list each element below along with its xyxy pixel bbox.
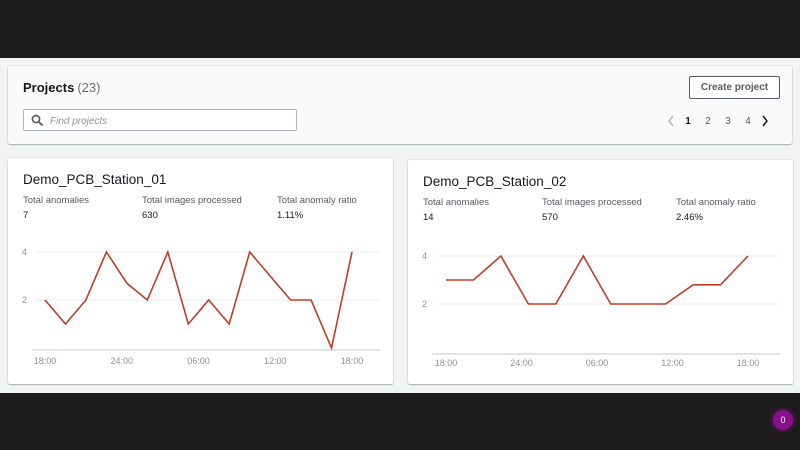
metric-value: 570 [542,212,558,223]
y-tick-label: 4 [22,247,27,257]
metric-anomaly-ratio: Total anomaly ratio 1.11% [277,195,357,221]
project-name[interactable]: Demo_PCB_Station_01 [23,172,167,187]
x-tick-label: 24:00 [510,358,533,368]
bottom-bar [0,393,800,450]
create-project-button[interactable]: Create project [689,76,780,99]
page-4-button[interactable]: 4 [745,115,751,127]
page-1-button[interactable]: 1 [685,115,691,127]
x-tick-label: 24:00 [110,356,133,366]
projects-count: (23) [77,80,101,95]
metric-total-images: Total images processed 630 [142,195,242,221]
pagination: 1 2 3 4 [664,114,772,128]
chevron-left-icon [668,115,674,127]
x-tick-label: 18:00 [34,356,57,366]
metric-label: Total anomalies [423,197,490,208]
page-title: Projects (23) [23,80,100,95]
chevron-right-icon [762,115,768,127]
metric-total-anomalies: Total anomalies 7 [23,195,89,221]
next-page-button[interactable] [758,114,772,128]
search-input[interactable] [48,112,292,130]
projects-title-text: Projects [23,80,75,95]
metric-value: 14 [423,212,434,223]
project-name[interactable]: Demo_PCB_Station_02 [423,174,567,189]
x-tick-label: 06:00 [586,358,609,368]
page-2-button[interactable]: 2 [705,115,711,127]
project-card-station-02[interactable]: Demo_PCB_Station_02 Total anomalies 14 T… [408,160,793,384]
search-icon [31,114,43,126]
metric-label: Total anomaly ratio [277,195,357,206]
metric-label: Total images processed [142,195,242,206]
search-field[interactable] [23,109,297,131]
y-tick-label: 4 [422,251,427,261]
metric-label: Total anomalies [23,195,90,206]
metric-label: Total anomaly ratio [676,197,756,208]
y-tick-label: 2 [22,295,27,305]
metric-value: 1.11% [277,210,304,221]
previous-page-button[interactable] [664,114,678,128]
notification-badge[interactable]: 0 [773,410,793,430]
x-tick-label: 12:00 [661,358,684,368]
y-tick-label: 2 [422,299,427,309]
x-tick-label: 18:00 [341,356,364,366]
page-3-button[interactable]: 3 [725,115,731,127]
series-line [44,249,353,351]
metric-label: Total images processed [542,197,642,208]
metric-anomaly-ratio: Total anomaly ratio 2.46% [676,197,756,223]
top-navigation-bar [0,0,800,58]
projects-header-panel: Projects(23) Create project 1 2 3 4 [8,66,792,144]
x-tick-label: 18:00 [737,358,760,368]
metric-value: 7 [23,210,29,221]
metric-value: 2.46% [676,212,703,223]
series-line [446,254,749,305]
x-tick-label: 06:00 [187,356,210,366]
anomaly-line-chart: 2 4 18:00 24:00 06:00 12:00 18:00 [422,251,780,368]
metric-total-images: Total images processed 570 [542,197,642,223]
anomaly-line-chart: 2 4 18:00 24:00 06:00 12:00 18:00 [22,247,380,366]
project-card-station-01[interactable]: Demo_PCB_Station_01 Total anomalies 7 To… [8,158,393,384]
metric-total-anomalies: Total anomalies 14 [423,197,489,223]
metric-value: 630 [142,210,158,221]
x-tick-label: 18:00 [435,358,458,368]
x-tick-label: 12:00 [264,356,287,366]
